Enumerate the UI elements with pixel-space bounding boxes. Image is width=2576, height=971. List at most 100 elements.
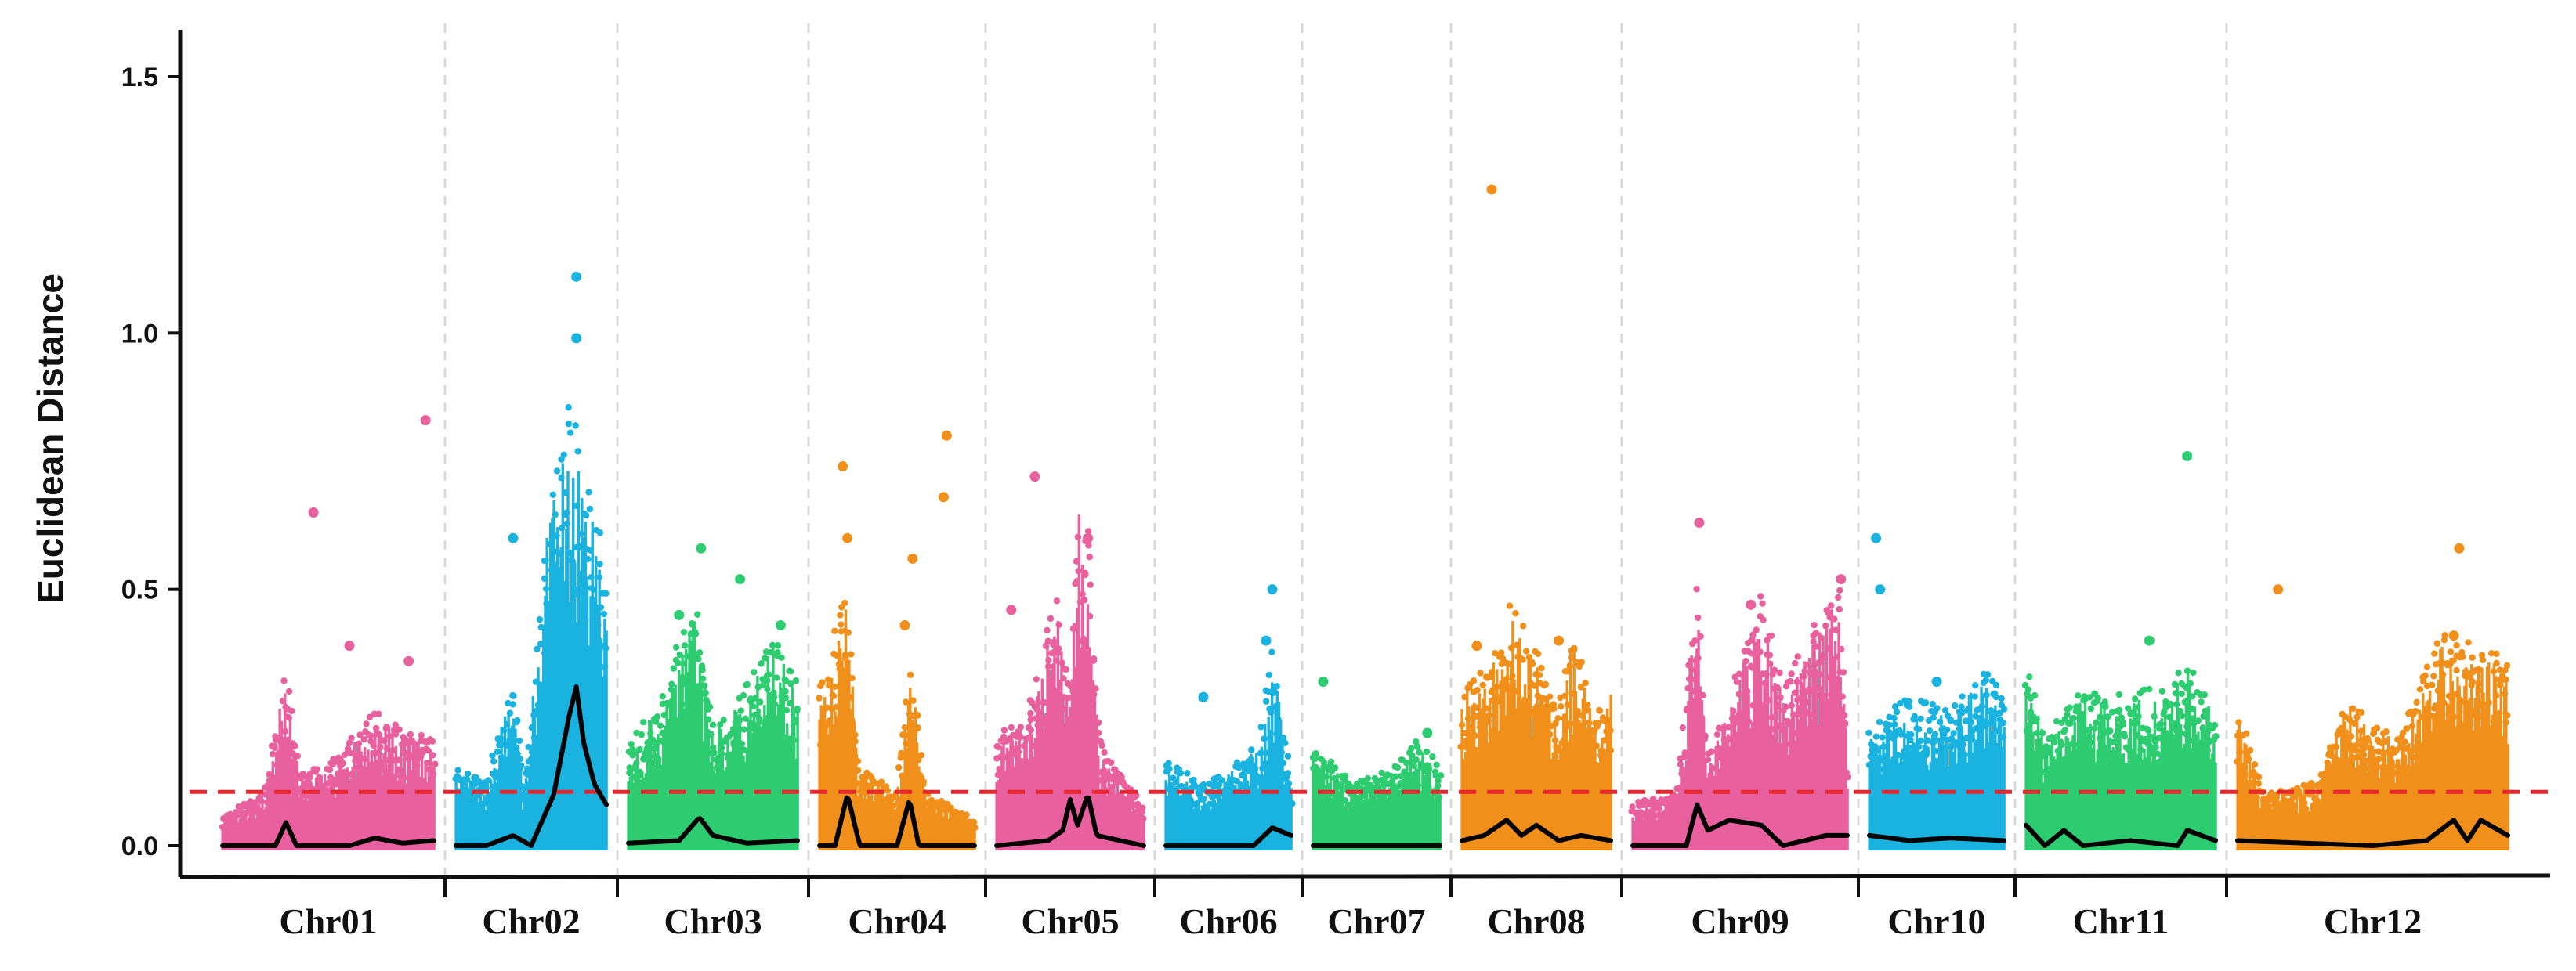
point-column bbox=[1334, 778, 1337, 850]
point-column bbox=[915, 742, 919, 850]
point-column bbox=[1827, 698, 1830, 850]
data-point bbox=[549, 491, 556, 498]
point-column bbox=[1265, 760, 1268, 850]
outlier-point bbox=[775, 619, 786, 630]
outlier-point bbox=[571, 271, 582, 282]
point-column bbox=[627, 781, 630, 850]
point-column bbox=[1284, 781, 1288, 850]
point-column bbox=[1637, 812, 1640, 850]
point-column bbox=[818, 719, 821, 850]
point-column bbox=[2473, 698, 2477, 850]
data-point bbox=[816, 695, 823, 702]
x-axis-line bbox=[179, 873, 2551, 879]
data-point bbox=[1062, 666, 1070, 673]
point-column bbox=[1343, 805, 1346, 850]
data-point bbox=[574, 448, 581, 455]
data-point bbox=[1509, 673, 1516, 680]
data-point bbox=[1247, 756, 1254, 763]
data-point bbox=[1550, 705, 1558, 712]
point-column bbox=[1028, 711, 1032, 850]
point-column bbox=[2066, 738, 2070, 850]
point-column bbox=[2469, 664, 2473, 850]
point-column bbox=[1137, 811, 1141, 850]
data-point bbox=[1045, 656, 1052, 664]
point-column bbox=[360, 751, 363, 850]
point-column bbox=[1336, 773, 1339, 850]
data-point bbox=[1699, 691, 1706, 699]
point-column bbox=[500, 727, 503, 850]
point-column bbox=[1410, 773, 1414, 850]
point-column bbox=[2028, 714, 2031, 850]
data-point bbox=[2026, 673, 2033, 680]
data-point bbox=[2346, 716, 2353, 723]
data-point bbox=[2031, 691, 2039, 699]
outlier-point bbox=[899, 619, 910, 630]
point-column bbox=[2115, 716, 2118, 850]
point-column bbox=[1568, 653, 1572, 850]
point-column bbox=[1326, 769, 1329, 850]
point-column bbox=[584, 522, 588, 850]
data-point bbox=[920, 778, 927, 785]
point-column bbox=[1595, 762, 1598, 850]
point-column bbox=[2276, 812, 2279, 850]
data-point bbox=[1566, 662, 1573, 670]
point-column bbox=[2302, 804, 2305, 850]
point-column bbox=[2033, 750, 2036, 850]
data-point bbox=[2177, 729, 2184, 737]
point-column bbox=[344, 774, 347, 850]
point-column bbox=[2299, 794, 2302, 850]
data-point bbox=[1536, 671, 1543, 679]
data-point bbox=[1880, 743, 1887, 750]
point-column bbox=[230, 819, 233, 850]
data-point bbox=[2496, 666, 2504, 673]
data-point bbox=[375, 710, 382, 717]
point-column bbox=[555, 527, 559, 850]
point-column bbox=[470, 796, 473, 850]
point-column bbox=[2386, 735, 2390, 850]
point-column bbox=[1463, 752, 1467, 850]
data-point bbox=[392, 731, 400, 738]
data-point bbox=[1044, 637, 1051, 644]
point-column bbox=[1597, 763, 1601, 850]
point-column bbox=[863, 774, 867, 850]
point-column bbox=[1370, 791, 1374, 850]
point-column bbox=[1590, 727, 1594, 850]
point-column bbox=[233, 810, 237, 850]
data-point bbox=[1552, 720, 1559, 727]
data-point bbox=[2255, 780, 2263, 787]
data-point bbox=[1905, 744, 1912, 752]
point-column bbox=[1880, 774, 1883, 850]
point-column bbox=[2129, 718, 2133, 850]
point-column bbox=[2392, 760, 2395, 850]
point-column bbox=[1966, 762, 1969, 850]
point-column bbox=[1574, 691, 1578, 850]
data-point bbox=[1896, 700, 1904, 707]
data-point bbox=[1055, 645, 1062, 652]
point-column bbox=[1253, 762, 1257, 850]
point-column bbox=[1220, 802, 1223, 850]
point-column bbox=[821, 709, 825, 850]
data-point bbox=[2064, 711, 2071, 718]
point-column bbox=[903, 729, 906, 850]
point-column bbox=[1716, 740, 1720, 850]
point-column bbox=[2181, 747, 2184, 850]
point-column bbox=[1239, 781, 1243, 850]
point-column bbox=[2296, 812, 2300, 850]
data-point bbox=[2479, 656, 2487, 664]
point-column bbox=[1424, 765, 1428, 850]
point-column bbox=[1084, 637, 1087, 850]
data-point bbox=[1930, 714, 1937, 721]
chromosome-separators bbox=[443, 23, 2228, 877]
point-column bbox=[2260, 798, 2263, 850]
data-point bbox=[1865, 729, 1872, 737]
point-column bbox=[1933, 733, 1936, 850]
point-column bbox=[1176, 774, 1180, 850]
data-point bbox=[782, 695, 790, 702]
data-point bbox=[1836, 587, 1843, 594]
point-column bbox=[2316, 792, 2319, 850]
point-column bbox=[2371, 745, 2375, 850]
data-point bbox=[1968, 736, 1976, 743]
data-point bbox=[995, 743, 1002, 751]
point-column bbox=[1423, 775, 1426, 850]
data-point bbox=[285, 688, 293, 695]
